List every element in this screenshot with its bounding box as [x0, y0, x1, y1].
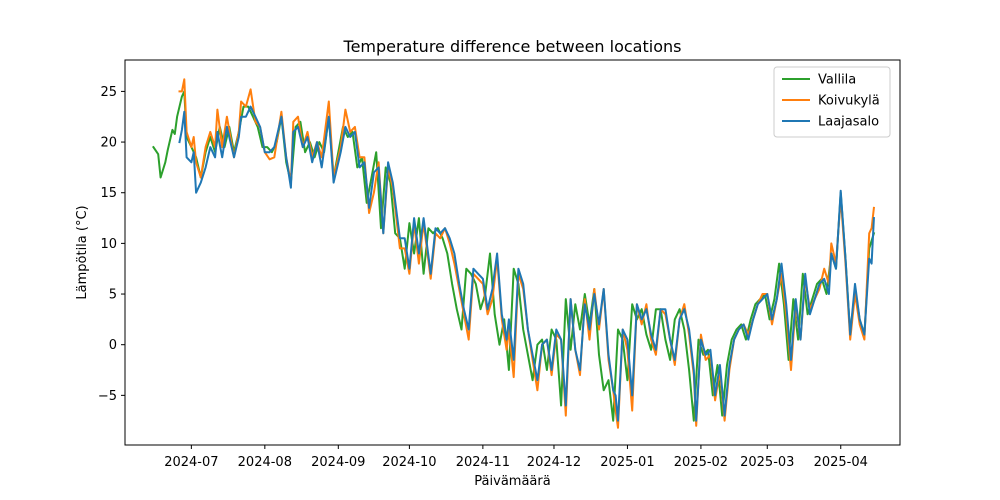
y-axis: −5 0 5 10 15 20 25: [98, 85, 125, 404]
x-axis: 2024-07 2024-08 2024-09 2024-10 2024-11 2024-…: [164, 445, 868, 470]
y-tick-label-2: 5: [109, 288, 117, 303]
x-tick-label-0: 2024-07: [164, 455, 218, 470]
legend-box: [773, 66, 891, 138]
plot-area-frame: [124, 59, 901, 446]
series-line-2: [178, 105, 875, 422]
y-tick-label-5: 20: [100, 136, 117, 151]
y-tick-label-1: 0: [109, 338, 117, 353]
x-tick-label-1: 2024-08: [238, 455, 292, 470]
x-tick-label-2: 2024-09: [311, 455, 365, 470]
y-tick-label-6: 25: [100, 85, 117, 100]
x-tick-label-8: 2025-03: [740, 455, 794, 470]
legend-label-0: Vallila: [818, 73, 856, 88]
x-tick-label-9: 2025-04: [814, 455, 868, 470]
chart-title: Temperature difference between locations: [343, 37, 682, 56]
series-layer: [152, 78, 876, 429]
y-tick-label-4: 15: [100, 186, 117, 201]
y-tick-label-3: 10: [100, 237, 117, 252]
x-tick-label-6: 2025-01: [600, 455, 654, 470]
y-tick-label-0: −5: [98, 389, 117, 404]
x-tick-label-3: 2024-10: [382, 455, 436, 470]
legend: Vallila Koivukylä Laajasalo: [773, 66, 891, 138]
legend-label-1: Koivukylä: [818, 94, 880, 109]
x-tick-label-4: 2024-11: [456, 455, 510, 470]
x-tick-label-7: 2025-02: [674, 455, 728, 470]
x-tick-label-5: 2024-12: [527, 455, 581, 470]
legend-label-2: Laajasalo: [818, 115, 879, 130]
x-axis-label: Päivämäärä: [474, 474, 550, 489]
y-axis-label: Lämpötila (°C): [75, 205, 90, 299]
